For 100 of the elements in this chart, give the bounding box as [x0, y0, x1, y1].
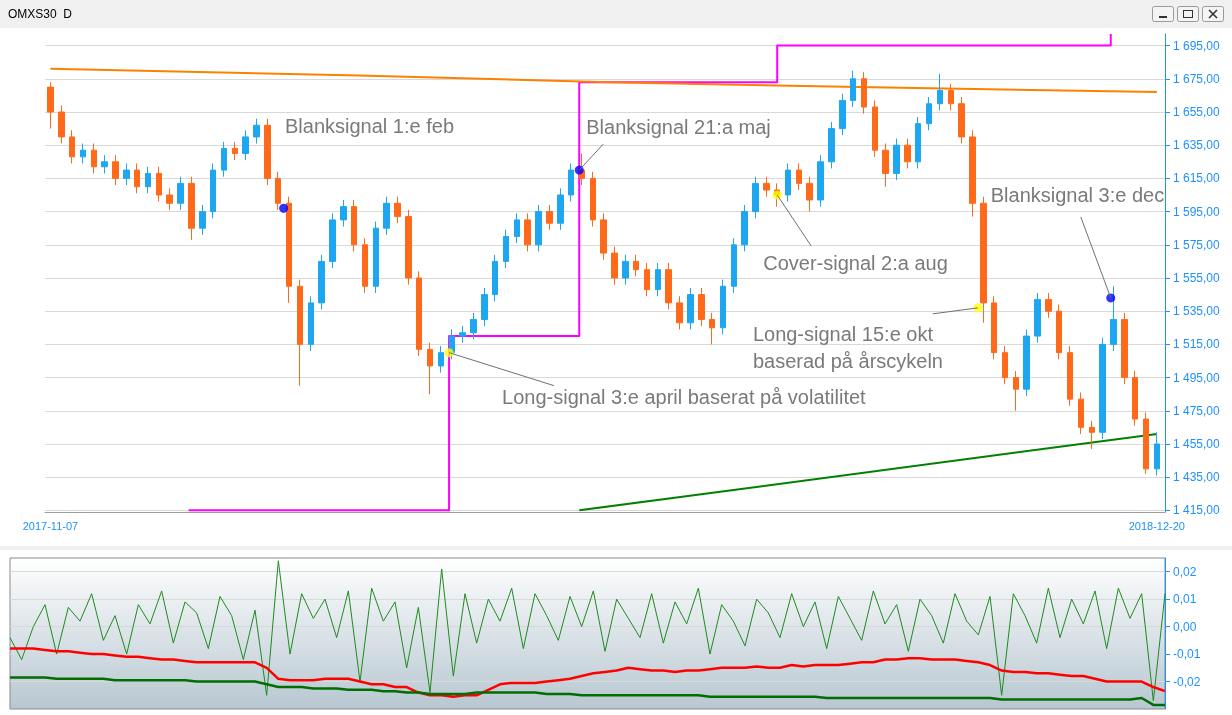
candlestick [806, 176, 813, 213]
candlestick [1143, 411, 1149, 475]
candlestick [362, 237, 368, 294]
candlestick [308, 295, 314, 352]
candlestick [1034, 292, 1041, 344]
candlestick [80, 143, 86, 164]
y-tick-label: -0,01 [1173, 647, 1201, 662]
candlestick [1023, 328, 1030, 397]
y-tick-label: 1 555,00 [1173, 270, 1221, 285]
candlestick [275, 171, 281, 211]
point [1106, 293, 1116, 303]
candlestick [1067, 345, 1073, 407]
candlestick [177, 176, 184, 211]
candlestick [698, 287, 705, 327]
candlestick [232, 141, 238, 161]
candlestick [926, 96, 932, 131]
candlestick [633, 254, 639, 277]
annotation: Blanksignal 1:e feb [285, 115, 455, 137]
y-tick-label: 0,01 [1173, 592, 1197, 607]
candlestick [427, 342, 433, 395]
y-tick-label: 0,00 [1173, 619, 1197, 634]
candlestick [199, 204, 206, 236]
candlestick [351, 199, 357, 252]
x-tick-label: 2017-11-07 [22, 519, 79, 532]
candlestick [752, 176, 759, 219]
candlestick [297, 279, 303, 387]
y-tick-label: 1 595,00 [1173, 204, 1221, 219]
candlestick [1132, 370, 1138, 427]
candlestick [741, 204, 748, 252]
candlestick [709, 312, 715, 345]
y-tick-label: -0,02 [1173, 674, 1201, 689]
candlestick [1121, 312, 1128, 385]
candlestick [937, 73, 943, 111]
candlestick [134, 162, 140, 194]
candlestick [665, 262, 672, 311]
candlestick [948, 83, 954, 111]
candlestick [676, 295, 683, 330]
candlestick [145, 166, 151, 194]
candlestick [242, 129, 249, 161]
candlestick [850, 70, 856, 108]
candlestick [655, 262, 661, 297]
y-tick-label: 1 475,00 [1173, 403, 1221, 418]
candlestick [904, 138, 911, 169]
candlestick [373, 221, 379, 294]
chart-title: OMXS30 D [8, 7, 73, 21]
point [279, 203, 289, 213]
candlestick [405, 209, 412, 286]
candlestick [416, 270, 422, 357]
candlestick [535, 204, 542, 252]
candlestick [590, 171, 596, 228]
y-tick-label: 1 455,00 [1173, 436, 1221, 451]
y-tick-label: 1 675,00 [1173, 71, 1221, 86]
candlestick [828, 121, 835, 169]
candlestick [622, 254, 629, 286]
candlestick [91, 143, 97, 174]
candlestick [514, 212, 520, 244]
candlestick [1013, 370, 1019, 412]
candlestick [58, 104, 65, 145]
candlestick [861, 71, 867, 115]
candlestick [1099, 337, 1106, 440]
candlestick [839, 93, 846, 136]
candlestick [1078, 392, 1084, 435]
candlestick [69, 129, 75, 164]
candlestick [991, 295, 997, 360]
line-series [8, 676, 1167, 707]
candlestick [438, 345, 444, 374]
candlestick [503, 229, 509, 269]
annotation: Blanksignal 3:e dec [990, 183, 1165, 206]
candlestick [394, 196, 401, 224]
candlestick [568, 162, 574, 203]
y-tick-label: 1 495,00 [1173, 370, 1221, 385]
candlestick [969, 129, 976, 218]
candlestick [817, 154, 824, 208]
y-tick-label: 1 415,00 [1173, 503, 1221, 518]
candlestick [600, 212, 607, 261]
candlestick [1002, 345, 1008, 385]
candlestick [264, 118, 271, 186]
candlestick [872, 99, 878, 158]
candlestick [1110, 285, 1117, 352]
candlestick [524, 212, 531, 252]
line-series [8, 647, 1167, 698]
candlestick [166, 187, 173, 211]
annotation: Blanksignal 21:a maj [586, 116, 771, 139]
y-tick-label: 1 615,00 [1173, 171, 1221, 186]
candlestick [980, 196, 987, 324]
y-tick-label: 1 535,00 [1173, 304, 1221, 319]
candlestick [383, 196, 390, 236]
y-tick-label: 1 515,00 [1173, 337, 1221, 352]
candlestick [1045, 292, 1052, 319]
candlestick [958, 96, 965, 145]
annotation: Cover-signal 2:a aug [763, 251, 948, 274]
candlestick [763, 176, 770, 198]
line-series [9, 560, 1166, 702]
candlestick [893, 138, 900, 181]
candlestick [557, 187, 564, 231]
candlestick [470, 312, 477, 340]
candlestick [210, 162, 216, 219]
candlestick [329, 212, 336, 269]
candlestick [546, 204, 553, 231]
x-tick-label: 2018-12-20 [1128, 519, 1186, 532]
